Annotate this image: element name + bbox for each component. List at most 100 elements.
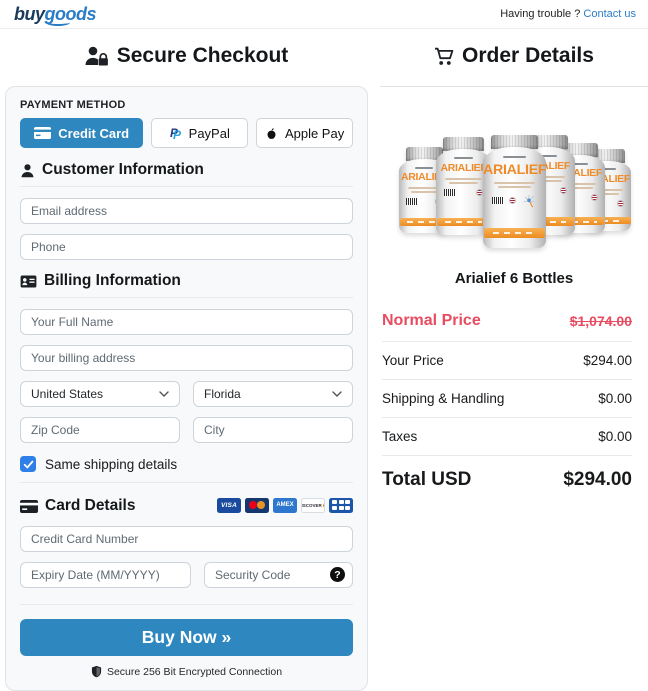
order-details-column: Order Details ARIALIEF (372, 29, 648, 502)
total-row: Total USD $294.00 (382, 456, 632, 502)
card-details-heading: Card Details (20, 497, 135, 515)
chevron-down-icon (332, 391, 342, 397)
product-bottle: ARIALIEF (436, 137, 491, 235)
product-image: ARIALIEF ARIALIEF (396, 128, 632, 248)
price-row-taxes: Taxes $0.00 (382, 418, 632, 456)
same-shipping-label: Same shipping details (45, 456, 178, 472)
neuron-illustration (523, 194, 535, 208)
expiry-date-field[interactable] (20, 562, 191, 588)
visa-badge: VISA (217, 497, 241, 513)
payment-method-label: PAYMENT METHOD (20, 99, 126, 111)
chevron-down-icon (159, 391, 169, 397)
amex-badge: AMEX (273, 497, 297, 513)
payment-panel: PAYMENT METHOD Credit Card P P (5, 86, 368, 691)
order-details-label: Order Details (462, 44, 594, 67)
city-field[interactable] (193, 417, 353, 443)
cart-icon (435, 47, 454, 65)
price-label: Shipping & Handling (382, 391, 505, 406)
contact-us-link[interactable]: Contact us (583, 8, 636, 20)
expiry-cvv-row: ? (20, 562, 353, 598)
credit-card-icon (34, 127, 52, 139)
buy-now-button[interactable]: Buy Now » (20, 619, 353, 656)
help-text: Having trouble ? (500, 8, 581, 20)
email-field[interactable] (20, 198, 353, 224)
credit-card-tab[interactable]: Credit Card (20, 118, 144, 148)
state-value: Florida (204, 387, 241, 401)
billing-info-heading: Billing Information (20, 272, 353, 298)
security-code-help-icon[interactable]: ? (330, 567, 345, 582)
secure-connection-text: Secure 256 Bit Encrypted Connection (106, 665, 283, 678)
price-value: $0.00 (598, 429, 632, 444)
shield-icon (91, 665, 102, 678)
total-label: Total USD (382, 469, 472, 490)
price-label: Taxes (382, 429, 418, 444)
apple-icon (267, 128, 276, 139)
security-code-field[interactable] (204, 562, 353, 588)
svg-text:P: P (173, 128, 182, 140)
buygoods-logo[interactable]: buygoods (14, 3, 97, 26)
checkmark-icon (23, 460, 33, 469)
customer-info-label: Customer Information (42, 161, 204, 178)
order-divider (380, 86, 648, 87)
price-summary: Normal Price $1,074.00 Your Price $294.0… (382, 301, 632, 502)
secure-checkout-label: Secure Checkout (116, 44, 289, 67)
help-area: Having trouble ? Contact us (500, 8, 636, 20)
total-value: $294.00 (563, 469, 632, 490)
card-grid-badge (329, 497, 353, 513)
id-card-icon (20, 274, 37, 288)
card-brand-badges: VISA AMEX DISCOVER (217, 497, 353, 513)
discover-badge: DISCOVER (301, 497, 325, 513)
full-name-field[interactable] (20, 309, 353, 335)
price-row-normal: Normal Price $1,074.00 (382, 301, 632, 342)
price-row-your-price: Your Price $294.00 (382, 342, 632, 380)
top-bar: buygoods Having trouble ? Contact us (0, 0, 648, 29)
svg-text:P: P (170, 126, 179, 140)
bottle-brand-label: ARIALIEF (483, 161, 546, 178)
apple-pay-tab-label: Apple Pay (284, 125, 345, 141)
country-state-row: United States Florida (20, 381, 353, 417)
zip-code-field[interactable] (20, 417, 180, 443)
person-lock-icon (85, 46, 108, 66)
secure-connection-note: Secure 256 Bit Encrypted Connection (20, 665, 353, 678)
billing-info-label: Billing Information (44, 272, 181, 289)
apple-pay-tab[interactable]: Apple Pay (256, 118, 353, 148)
mastercard-badge (245, 497, 269, 513)
card-number-field[interactable] (20, 526, 353, 552)
price-value: $294.00 (583, 353, 632, 368)
price-label: Normal Price (382, 312, 481, 329)
paypal-tab[interactable]: P P PayPal (151, 118, 249, 148)
credit-card-icon (20, 499, 38, 513)
section-divider (20, 482, 353, 483)
state-select[interactable]: Florida (193, 381, 353, 407)
secure-checkout-title: Secure Checkout (0, 44, 372, 68)
country-select[interactable]: United States (20, 381, 180, 407)
bottle-brand-label: ARIALIEF (440, 161, 487, 174)
card-details-heading-row: Card Details VISA AMEX DISCOVER (20, 495, 353, 515)
card-details-label: Card Details (45, 497, 136, 514)
bottle-cap (405, 147, 443, 161)
price-label: Your Price (382, 353, 444, 368)
security-code-wrap: ? (204, 562, 353, 598)
order-details-title: Order Details (380, 44, 648, 68)
zip-city-row (20, 417, 353, 453)
price-value-strikethrough: $1,074.00 (569, 313, 632, 329)
price-row-shipping: Shipping & Handling $0.00 (382, 380, 632, 418)
bottle-brand-label: ARIALIEF (400, 171, 447, 183)
bottle-band (399, 218, 449, 226)
logo-smile-icon (46, 19, 70, 26)
price-value: $0.00 (598, 391, 632, 406)
logo-text-buy: buy (14, 3, 45, 24)
checkout-column: Secure Checkout PAYMENT METHOD Credit Ca… (0, 29, 372, 691)
barcode (406, 198, 418, 205)
billing-address-field[interactable] (20, 345, 353, 371)
person-icon (21, 163, 34, 177)
country-value: United States (31, 387, 104, 401)
phone-field[interactable] (20, 234, 353, 260)
paypal-tab-label: PayPal (188, 125, 230, 141)
same-shipping-checkbox[interactable] (20, 456, 36, 472)
same-shipping-checkbox-row[interactable]: Same shipping details (20, 456, 353, 472)
section-divider (20, 604, 353, 605)
payment-method-tabs: Credit Card P P PayPal (20, 118, 353, 148)
product-bottle-front: ARIALIEF (483, 135, 546, 248)
